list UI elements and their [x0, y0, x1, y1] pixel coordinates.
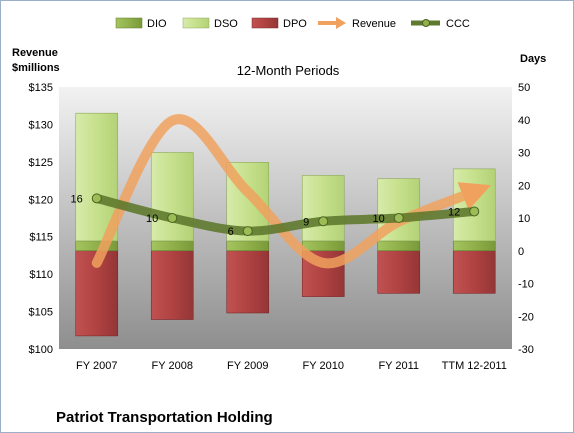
legend-label-dso: DSO	[214, 18, 238, 30]
bar-dio	[377, 240, 421, 252]
x-axis: FY 2007 FY 2008 FY 2009 FY 2010 FY 2011 TTM 1…	[76, 360, 507, 372]
bar-dio	[150, 240, 194, 252]
right-tick-label: 10	[518, 213, 530, 225]
left-tick-label: $105	[29, 307, 53, 319]
left-axis: $100 $105 $110 $115 $120 $125 $130 $135	[29, 82, 53, 356]
legend-swatch-dso	[182, 17, 210, 29]
legend-label-revenue: Revenue	[352, 18, 396, 30]
left-axis-title-line2: $millions	[12, 62, 60, 74]
x-tick-label: FY 2007	[76, 360, 117, 372]
right-tick-label: 50	[518, 82, 530, 94]
legend-label-dio: DIO	[147, 18, 167, 30]
ccc-data-label: 10	[146, 213, 158, 225]
bar-dio	[226, 240, 270, 252]
bar-dio	[452, 240, 496, 252]
ccc-line	[92, 193, 479, 236]
x-tick-label: FY 2008	[152, 360, 193, 372]
ccc-data-label: 6	[228, 226, 234, 238]
ccc-point	[469, 206, 480, 217]
legend-swatch-revenue	[318, 17, 346, 29]
bar-dso	[301, 175, 345, 242]
legend-label-dpo: DPO	[283, 18, 307, 30]
right-axis: -30 -20 -10 0 10 20 30 40 50	[518, 82, 534, 356]
right-tick-label: 0	[518, 246, 524, 258]
left-tick-label: $125	[29, 157, 53, 169]
bar-dpo	[150, 250, 194, 320]
x-tick-label: FY 2011	[378, 360, 419, 372]
right-tick-label: 30	[518, 148, 530, 160]
left-tick-label: $115	[29, 232, 53, 244]
bar-dso	[150, 152, 194, 242]
bar-dpo	[452, 250, 496, 294]
x-tick-label: FY 2009	[227, 360, 268, 372]
right-tick-label: -20	[518, 311, 534, 323]
ccc-data-label: 16	[71, 193, 83, 205]
ccc-point	[167, 213, 178, 223]
ccc-data-label: 10	[373, 213, 385, 225]
left-tick-label: $120	[29, 194, 53, 206]
x-tick-label: TTM 12-2011	[442, 360, 507, 372]
legend-label-ccc: CCC	[446, 18, 470, 30]
ccc-point	[242, 226, 253, 237]
right-tick-label: 20	[518, 180, 530, 192]
bar-dpo	[226, 250, 270, 314]
left-tick-label: $130	[29, 119, 53, 131]
right-tick-label: 40	[518, 115, 530, 127]
legend-swatch-ccc	[411, 19, 440, 27]
ccc-data-label: 12	[448, 206, 460, 218]
ccc-point	[318, 216, 329, 227]
left-tick-label: $100	[29, 344, 53, 356]
ccc-series: 16 10 6 9 10 12	[71, 193, 480, 238]
legend: DIO DSO DPO Revenue CCC	[115, 17, 470, 30]
bar-dpo	[377, 250, 421, 294]
left-tick-label: $135	[29, 82, 53, 94]
ccc-point	[393, 213, 404, 223]
bars	[75, 112, 496, 337]
x-tick-label: FY 2010	[303, 360, 344, 372]
right-tick-label: -10	[518, 279, 534, 291]
bar-dio	[301, 240, 345, 252]
bar-dso	[452, 168, 496, 242]
ccc-data-label: 9	[303, 216, 309, 228]
company-name: Patriot Transportation Holding	[56, 409, 273, 426]
legend-swatch-dpo	[251, 17, 279, 29]
chart-title: 12-Month Periods	[237, 63, 340, 78]
right-axis-title: Days	[520, 53, 546, 65]
ccc-point	[91, 193, 102, 204]
legend-swatch-dio	[115, 17, 143, 29]
left-tick-label: $110	[29, 269, 53, 281]
right-tick-label: -30	[518, 344, 534, 356]
left-axis-title-line1: Revenue	[12, 47, 58, 59]
